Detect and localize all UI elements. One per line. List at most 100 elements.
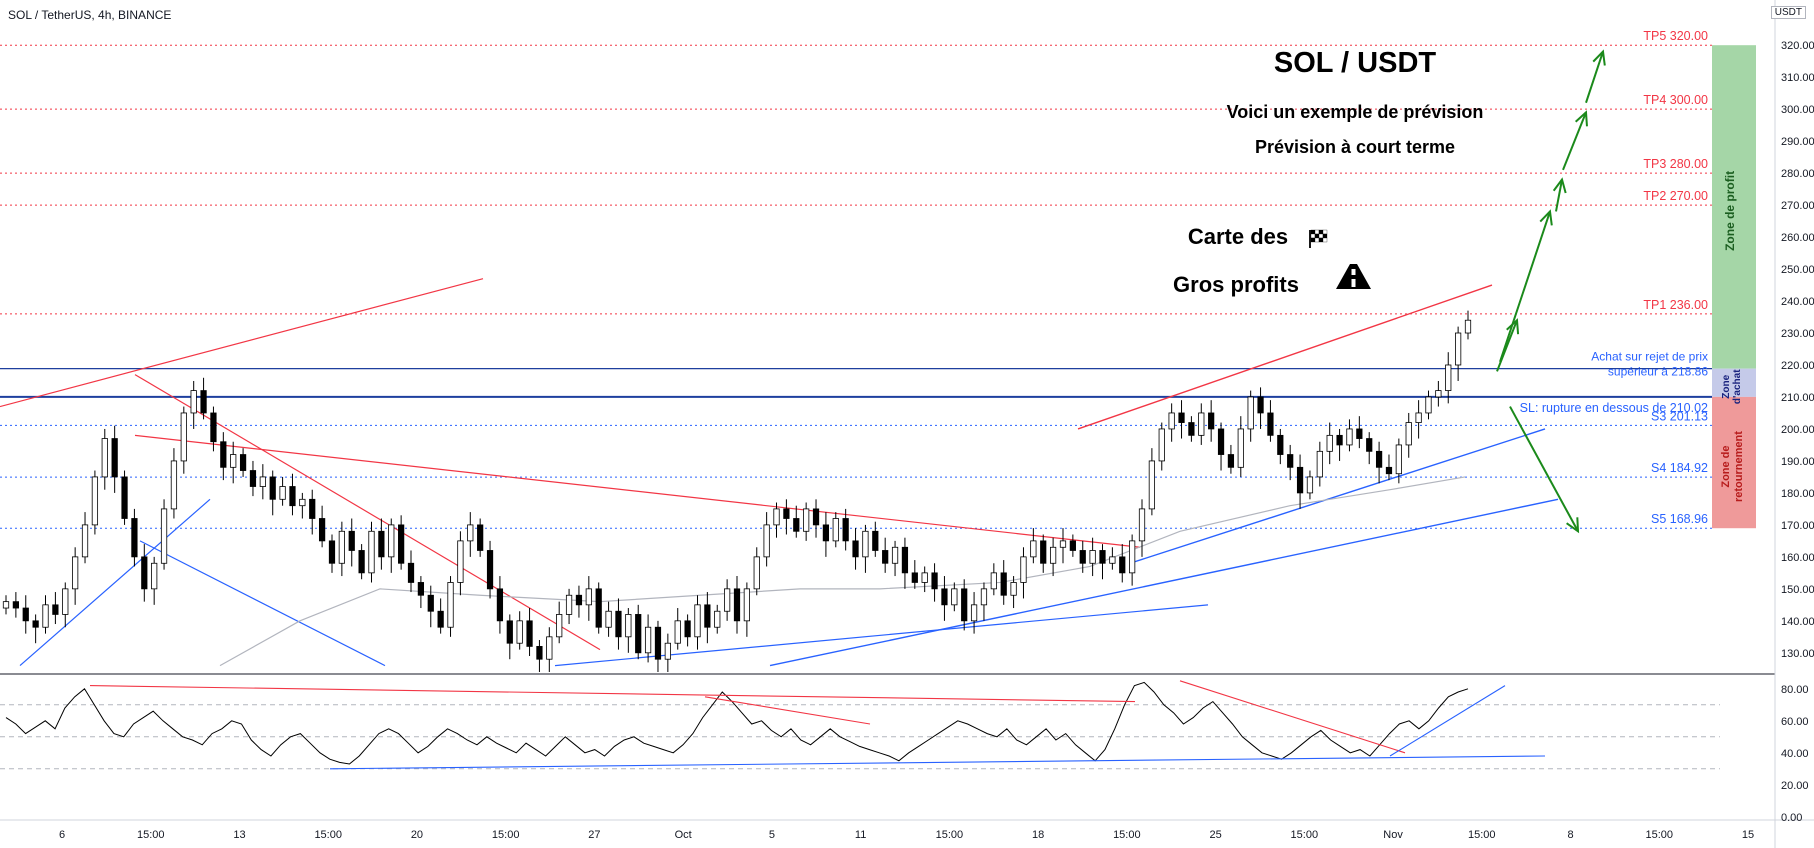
flag-cell — [1322, 237, 1328, 243]
candle-body — [1435, 390, 1442, 398]
price-tick-label: 260.00 — [1781, 232, 1814, 244]
candle-body — [1069, 540, 1076, 551]
candle-body — [457, 540, 464, 583]
price-tick-label: 160.00 — [1781, 552, 1814, 564]
flag-cell — [1322, 233, 1328, 239]
flag-cell — [1318, 237, 1324, 243]
candle-body — [111, 438, 118, 478]
candle-body — [1129, 540, 1136, 574]
resistance-line-long — [134, 434, 1141, 548]
candle-body — [486, 550, 494, 590]
candle-body — [101, 438, 108, 478]
candle-body — [299, 498, 306, 507]
candle-body — [170, 460, 178, 510]
candle-body — [407, 562, 415, 583]
candle-body — [62, 588, 69, 615]
price-tick-label: 230.00 — [1781, 328, 1814, 340]
time-tick-label: 15 — [1742, 829, 1754, 841]
candle-body — [496, 588, 504, 622]
candle-body — [1040, 540, 1047, 564]
candle-body — [654, 626, 662, 660]
map-text-2: Gros profits — [1173, 272, 1299, 297]
candle-body — [970, 604, 978, 622]
level-label-tp2: TP2 270.00 — [1643, 189, 1708, 203]
candle-body — [1306, 476, 1314, 494]
candle-body — [595, 588, 602, 628]
candle-body — [131, 518, 138, 558]
price-tick-label: 310.00 — [1781, 72, 1814, 84]
time-tick-label: 8 — [1567, 829, 1573, 841]
rsi-tick-label: 40.00 — [1781, 748, 1809, 760]
candle-body — [210, 412, 217, 443]
candle-body — [1336, 434, 1343, 446]
level-label-tp4: TP4 300.00 — [1643, 93, 1708, 107]
candle-body — [309, 498, 316, 519]
level-label-s3: S3 201.13 — [1651, 409, 1708, 423]
level-label-s5: S5 168.96 — [1651, 512, 1708, 526]
candle-body — [921, 572, 928, 583]
candle-body — [644, 626, 652, 654]
candle-body — [832, 518, 839, 542]
candle-body — [1346, 428, 1353, 446]
candle-body — [22, 607, 29, 622]
flag-cell — [1310, 229, 1316, 235]
candle-body — [635, 614, 642, 654]
time-tick-label: 27 — [588, 829, 600, 841]
resistance-line-channel — [1077, 284, 1493, 430]
candle-body — [249, 470, 257, 487]
candle-body — [526, 620, 533, 647]
arrow-to-tp1-head — [1506, 318, 1520, 335]
reversal-zone-label-2: retournement — [1733, 431, 1745, 502]
arrow-to-tp4-head — [1574, 110, 1588, 127]
candle-body — [467, 524, 474, 542]
time-tick-label: 15:00 — [1645, 829, 1673, 841]
candle-body — [1296, 466, 1304, 494]
rsi-resistance-line-long — [89, 685, 1136, 703]
candle-body — [882, 550, 889, 564]
support-line-main — [769, 498, 1559, 667]
candle-body — [980, 588, 988, 606]
candle-body — [388, 524, 395, 558]
candle-body — [1148, 460, 1156, 510]
symbol-title: SOL / TetherUS, 4h, BINANCE — [8, 8, 172, 22]
buy-threshold-label: supérieur à 218.86 — [1608, 365, 1708, 379]
candle-body — [378, 530, 385, 558]
candle-body — [585, 588, 592, 606]
short-term-text: Prévision à court terme — [1255, 137, 1455, 157]
profit-zone — [1712, 45, 1756, 369]
candle-body — [743, 588, 750, 622]
arrow-to-tp2 — [1499, 211, 1551, 363]
arrow-to-s5-head — [1566, 517, 1580, 534]
price-tick-label: 180.00 — [1781, 488, 1814, 500]
flag-cell — [1310, 237, 1316, 243]
candle-body — [694, 604, 701, 638]
candle-body — [536, 646, 543, 660]
candle-body — [1188, 422, 1195, 436]
price-tick-label: 190.00 — [1781, 456, 1814, 468]
candle-body — [941, 588, 948, 606]
axis-unit-badge[interactable]: USDT — [1770, 6, 1806, 19]
candle-body — [1217, 428, 1225, 455]
candle-body — [862, 530, 869, 558]
candle-body — [259, 476, 266, 487]
road-icon — [1336, 264, 1371, 289]
candle-body — [664, 642, 671, 660]
candle-body — [1059, 540, 1067, 548]
candle-body — [1099, 550, 1106, 564]
time-tick-label: 20 — [411, 829, 423, 841]
candle-body — [1208, 412, 1215, 430]
candle-body — [1257, 396, 1264, 414]
candle-body — [1405, 422, 1412, 446]
rsi-tick-label: 0.00 — [1781, 812, 1802, 824]
arrow-to-tp3 — [1555, 179, 1563, 212]
candle-body — [506, 620, 513, 644]
candle-body — [724, 588, 731, 612]
candle-body — [852, 540, 859, 558]
candle-body — [1375, 450, 1383, 468]
time-tick-label: 15:00 — [1113, 829, 1141, 841]
rsi-support-line-steep — [1389, 685, 1506, 757]
price-tick-label: 140.00 — [1781, 616, 1814, 628]
candle-body — [230, 454, 237, 468]
candle-body — [32, 620, 39, 628]
